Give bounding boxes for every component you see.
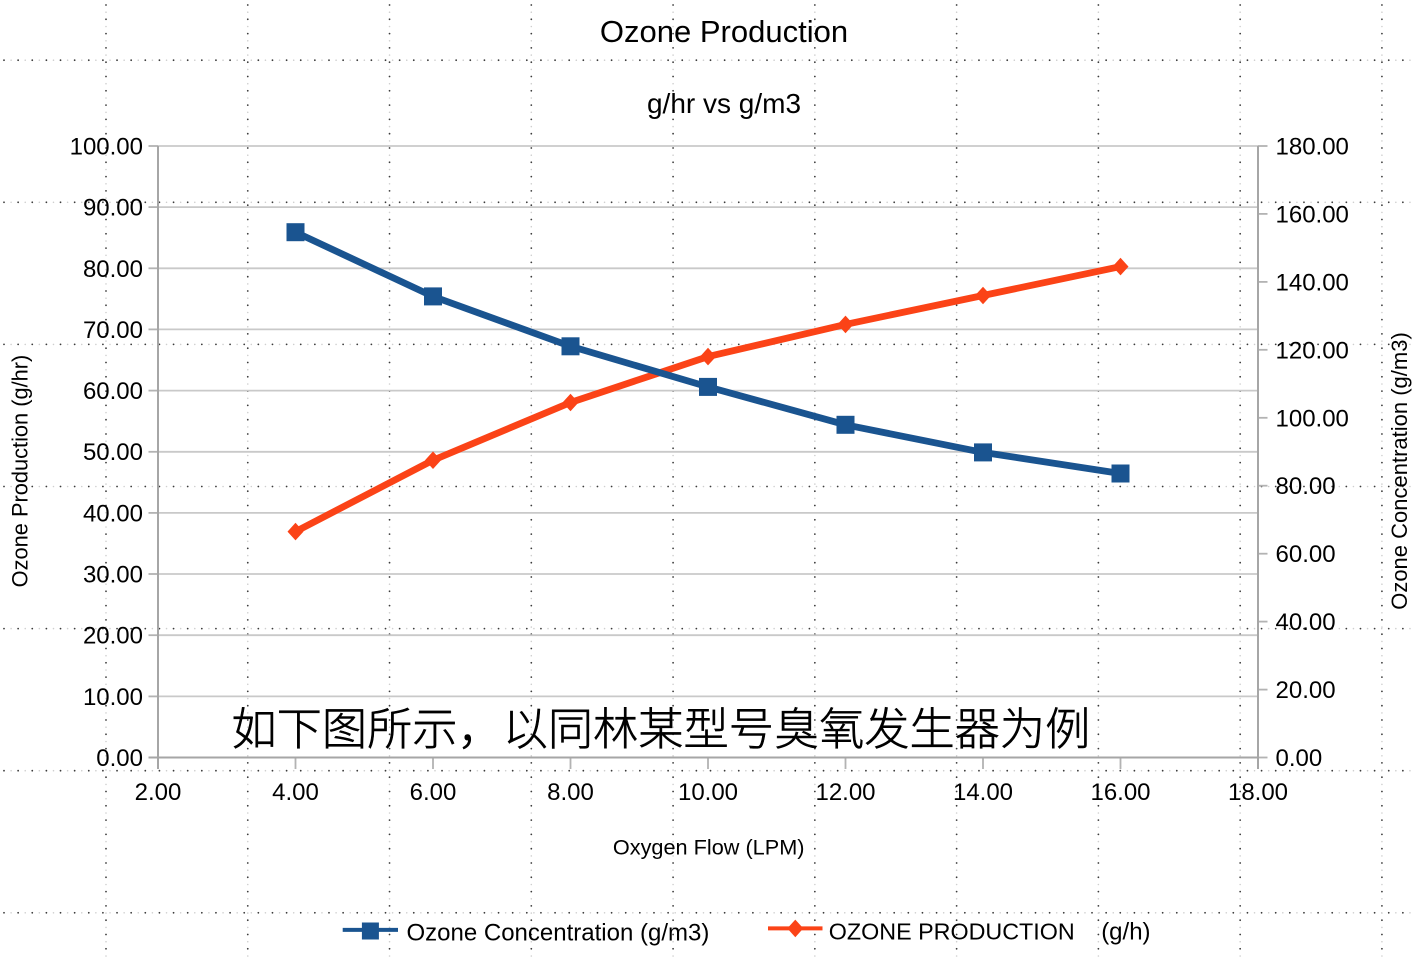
svg-text:Ozone Concentration (g/m3): Ozone Concentration (g/m3) xyxy=(407,919,710,946)
svg-text:20.00: 20.00 xyxy=(1276,677,1336,704)
svg-text:20.00: 20.00 xyxy=(83,623,143,650)
svg-text:(g/h): (g/h) xyxy=(1101,919,1150,946)
svg-text:120.00: 120.00 xyxy=(1276,337,1349,364)
svg-text:100.00: 100.00 xyxy=(70,134,143,161)
svg-text:Ozone Concentration (g/m3): Ozone Concentration (g/m3) xyxy=(1387,332,1412,610)
svg-text:18.00: 18.00 xyxy=(1228,779,1288,806)
svg-text:10.00: 10.00 xyxy=(678,779,738,806)
svg-text:50.00: 50.00 xyxy=(83,439,143,466)
svg-text:180.00: 180.00 xyxy=(1276,134,1349,161)
svg-text:90.00: 90.00 xyxy=(83,195,143,222)
svg-text:10.00: 10.00 xyxy=(83,684,143,711)
svg-text:60.00: 60.00 xyxy=(1276,541,1336,568)
svg-text:16.00: 16.00 xyxy=(1090,779,1150,806)
svg-text:14.00: 14.00 xyxy=(953,779,1013,806)
svg-text:Ozone Production (g/hr): Ozone Production (g/hr) xyxy=(8,355,33,588)
svg-text:2.00: 2.00 xyxy=(135,779,182,806)
svg-text:OZONE PRODUCTION: OZONE PRODUCTION xyxy=(829,919,1075,945)
svg-text:160.00: 160.00 xyxy=(1276,201,1349,228)
svg-text:Ozone Production: Ozone Production xyxy=(600,14,848,49)
svg-text:4.00: 4.00 xyxy=(272,779,319,806)
svg-text:g/hr vs g/m3: g/hr vs g/m3 xyxy=(647,88,801,119)
svg-text:12.00: 12.00 xyxy=(815,779,875,806)
svg-text:8.00: 8.00 xyxy=(547,779,594,806)
svg-text:80.00: 80.00 xyxy=(83,256,143,283)
svg-text:30.00: 30.00 xyxy=(83,562,143,589)
svg-text:60.00: 60.00 xyxy=(83,378,143,405)
svg-text:0.00: 0.00 xyxy=(96,745,143,772)
svg-text:0.00: 0.00 xyxy=(1276,745,1323,772)
svg-text:70.00: 70.00 xyxy=(83,317,143,344)
svg-text:6.00: 6.00 xyxy=(410,779,457,806)
svg-text:140.00: 140.00 xyxy=(1276,269,1349,296)
svg-text:Oxygen Flow (LPM): Oxygen Flow (LPM) xyxy=(613,835,805,860)
svg-text:40.00: 40.00 xyxy=(83,500,143,527)
svg-text:80.00: 80.00 xyxy=(1276,473,1336,500)
svg-text:100.00: 100.00 xyxy=(1276,405,1349,432)
svg-text:40.00: 40.00 xyxy=(1276,609,1336,636)
